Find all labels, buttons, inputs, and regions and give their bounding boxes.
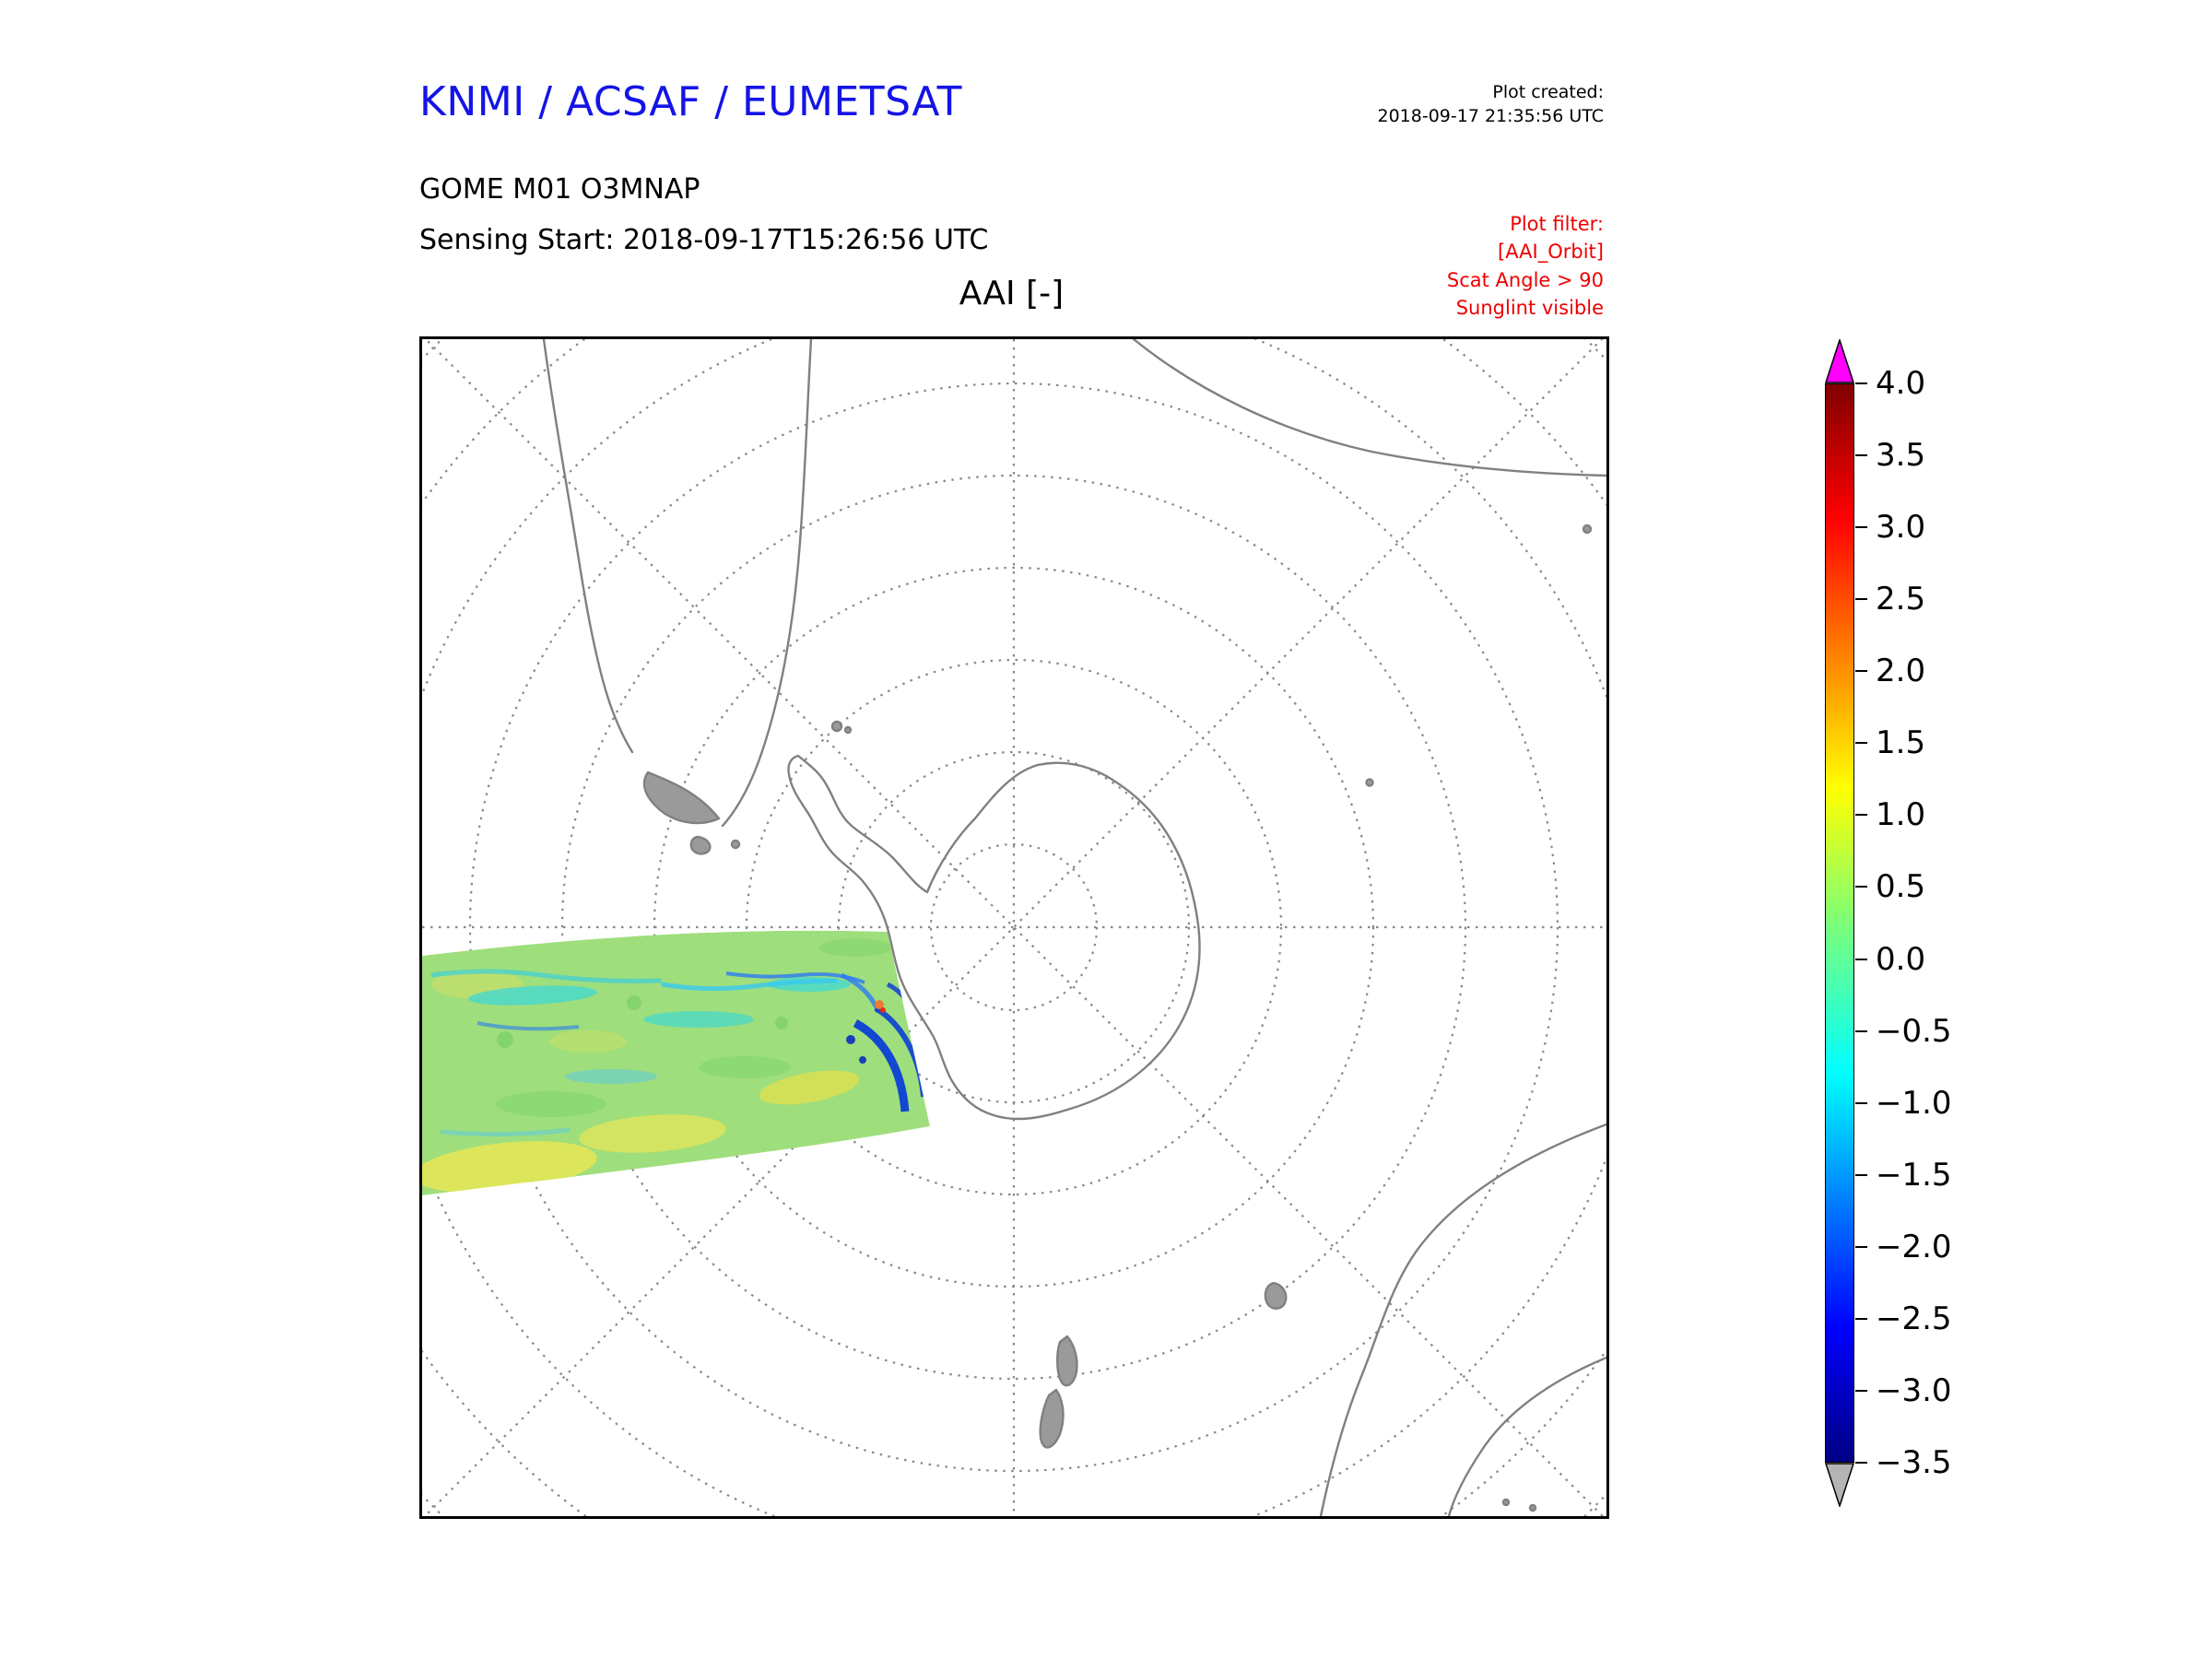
colorbar-tick-label: −0.5 xyxy=(1876,1012,1952,1050)
colorbar-tick-label: −1.5 xyxy=(1876,1156,1952,1194)
colorbar-tick-label: 1.5 xyxy=(1876,724,1926,762)
colorbar-tick xyxy=(1855,1245,1867,1248)
colorbar-tick-label: 4.0 xyxy=(1876,365,1926,402)
colorbar-tick-label: −3.0 xyxy=(1876,1371,1952,1409)
plot-filter-line: Scat Angle > 90 xyxy=(1446,268,1604,291)
graticule xyxy=(422,339,1606,1516)
coast-falklands xyxy=(830,720,843,733)
colorbar-tick xyxy=(1855,1317,1867,1320)
colorbar-tick xyxy=(1855,1173,1867,1176)
plot-filter-line: Plot filter: xyxy=(1510,213,1604,235)
colorbar-tick xyxy=(1855,814,1867,817)
coastlines xyxy=(542,339,1606,1516)
sensing-start: Sensing Start: 2018-09-17T15:26:56 UTC xyxy=(419,224,989,256)
colorbar-tick xyxy=(1855,1461,1867,1464)
colorbar-tick-label: 0.5 xyxy=(1876,868,1926,906)
colorbar-tick-label: 2.0 xyxy=(1876,653,1926,690)
colorbar-tick-label: −3.5 xyxy=(1876,1443,1952,1481)
coast-new-zealand-south xyxy=(1039,1388,1065,1449)
colorbar-tick-label: 2.5 xyxy=(1876,581,1926,618)
colorbar-tick-label: 3.0 xyxy=(1876,509,1926,547)
plot-filter-line: Sunglint visible xyxy=(1455,297,1604,320)
plot-created-block: Plot created: 2018-09-17 21:35:56 UTC xyxy=(1106,81,1605,128)
coast-africa xyxy=(1132,339,1606,477)
coast-new-zealand-north xyxy=(1056,1335,1078,1387)
coast-island xyxy=(730,839,741,850)
colorbar-gradient xyxy=(1825,383,1854,1463)
colorbar-tick xyxy=(1855,526,1867,529)
colorbar: 4.0 3.5 3.0 2.5 2.0 1.5 1.0 0.5 0.0 −0.5… xyxy=(1825,332,2157,1530)
colorbar-tick-label: 1.0 xyxy=(1876,796,1926,834)
coast-tierra-del-fuego xyxy=(642,771,721,825)
colorbar-tick xyxy=(1855,1101,1867,1104)
plot-filter-line: [AAI_Orbit] xyxy=(1498,241,1604,264)
coast-island xyxy=(1501,1498,1511,1507)
plot-created-value: 2018-09-17 21:35:56 UTC xyxy=(1377,105,1605,126)
coast-australia xyxy=(1319,1123,1606,1516)
colorbar-tick xyxy=(1855,1030,1867,1032)
coast-south-america-east xyxy=(721,339,813,828)
colorbar-tick-label: 0.0 xyxy=(1876,940,1926,978)
colorbar-over-arrow xyxy=(1825,339,1854,383)
colorbar-tick xyxy=(1855,598,1867,601)
colorbar-tick-label: 3.5 xyxy=(1876,437,1926,475)
coast-south-america-west xyxy=(542,339,634,754)
aai-swath xyxy=(422,930,930,1195)
colorbar-tick xyxy=(1855,886,1867,888)
coast-antarctica xyxy=(787,754,1201,1121)
coast-island xyxy=(689,835,712,855)
colorbar-labels: 4.0 3.5 3.0 2.5 2.0 1.5 1.0 0.5 0.0 −0.5… xyxy=(1855,365,1952,1481)
coast-island xyxy=(1528,1503,1537,1512)
colorbar-tick-label: −1.0 xyxy=(1876,1084,1952,1122)
plot-filter-block: Plot filter: [AAI_Orbit] Scat Angle > 90… xyxy=(1198,210,1604,323)
instrument-title: GOME M01 O3MNAP xyxy=(419,173,700,206)
colorbar-under-arrow xyxy=(1825,1463,1854,1507)
colorbar-tick xyxy=(1855,454,1867,457)
coast-tasmania xyxy=(1264,1281,1288,1310)
plot-created-label: Plot created: xyxy=(1492,82,1604,102)
agency-title: KNMI / ACSAF / EUMETSAT xyxy=(419,78,962,125)
colorbar-tick xyxy=(1855,670,1867,673)
coast-australia-se xyxy=(1447,1356,1606,1516)
coast-island xyxy=(1365,778,1374,787)
colorbar-tick-label: −2.0 xyxy=(1876,1228,1952,1265)
coast-falklands xyxy=(843,725,853,735)
colorbar-tick xyxy=(1855,1389,1867,1392)
colorbar-tick xyxy=(1855,958,1867,960)
colorbar-tick xyxy=(1855,382,1867,384)
coast-island xyxy=(1582,524,1593,535)
colorbar-tick-label: −2.5 xyxy=(1876,1300,1952,1337)
colorbar-tick xyxy=(1855,742,1867,745)
map-panel xyxy=(419,336,1609,1519)
map-title: AAI [-] xyxy=(959,275,1065,312)
